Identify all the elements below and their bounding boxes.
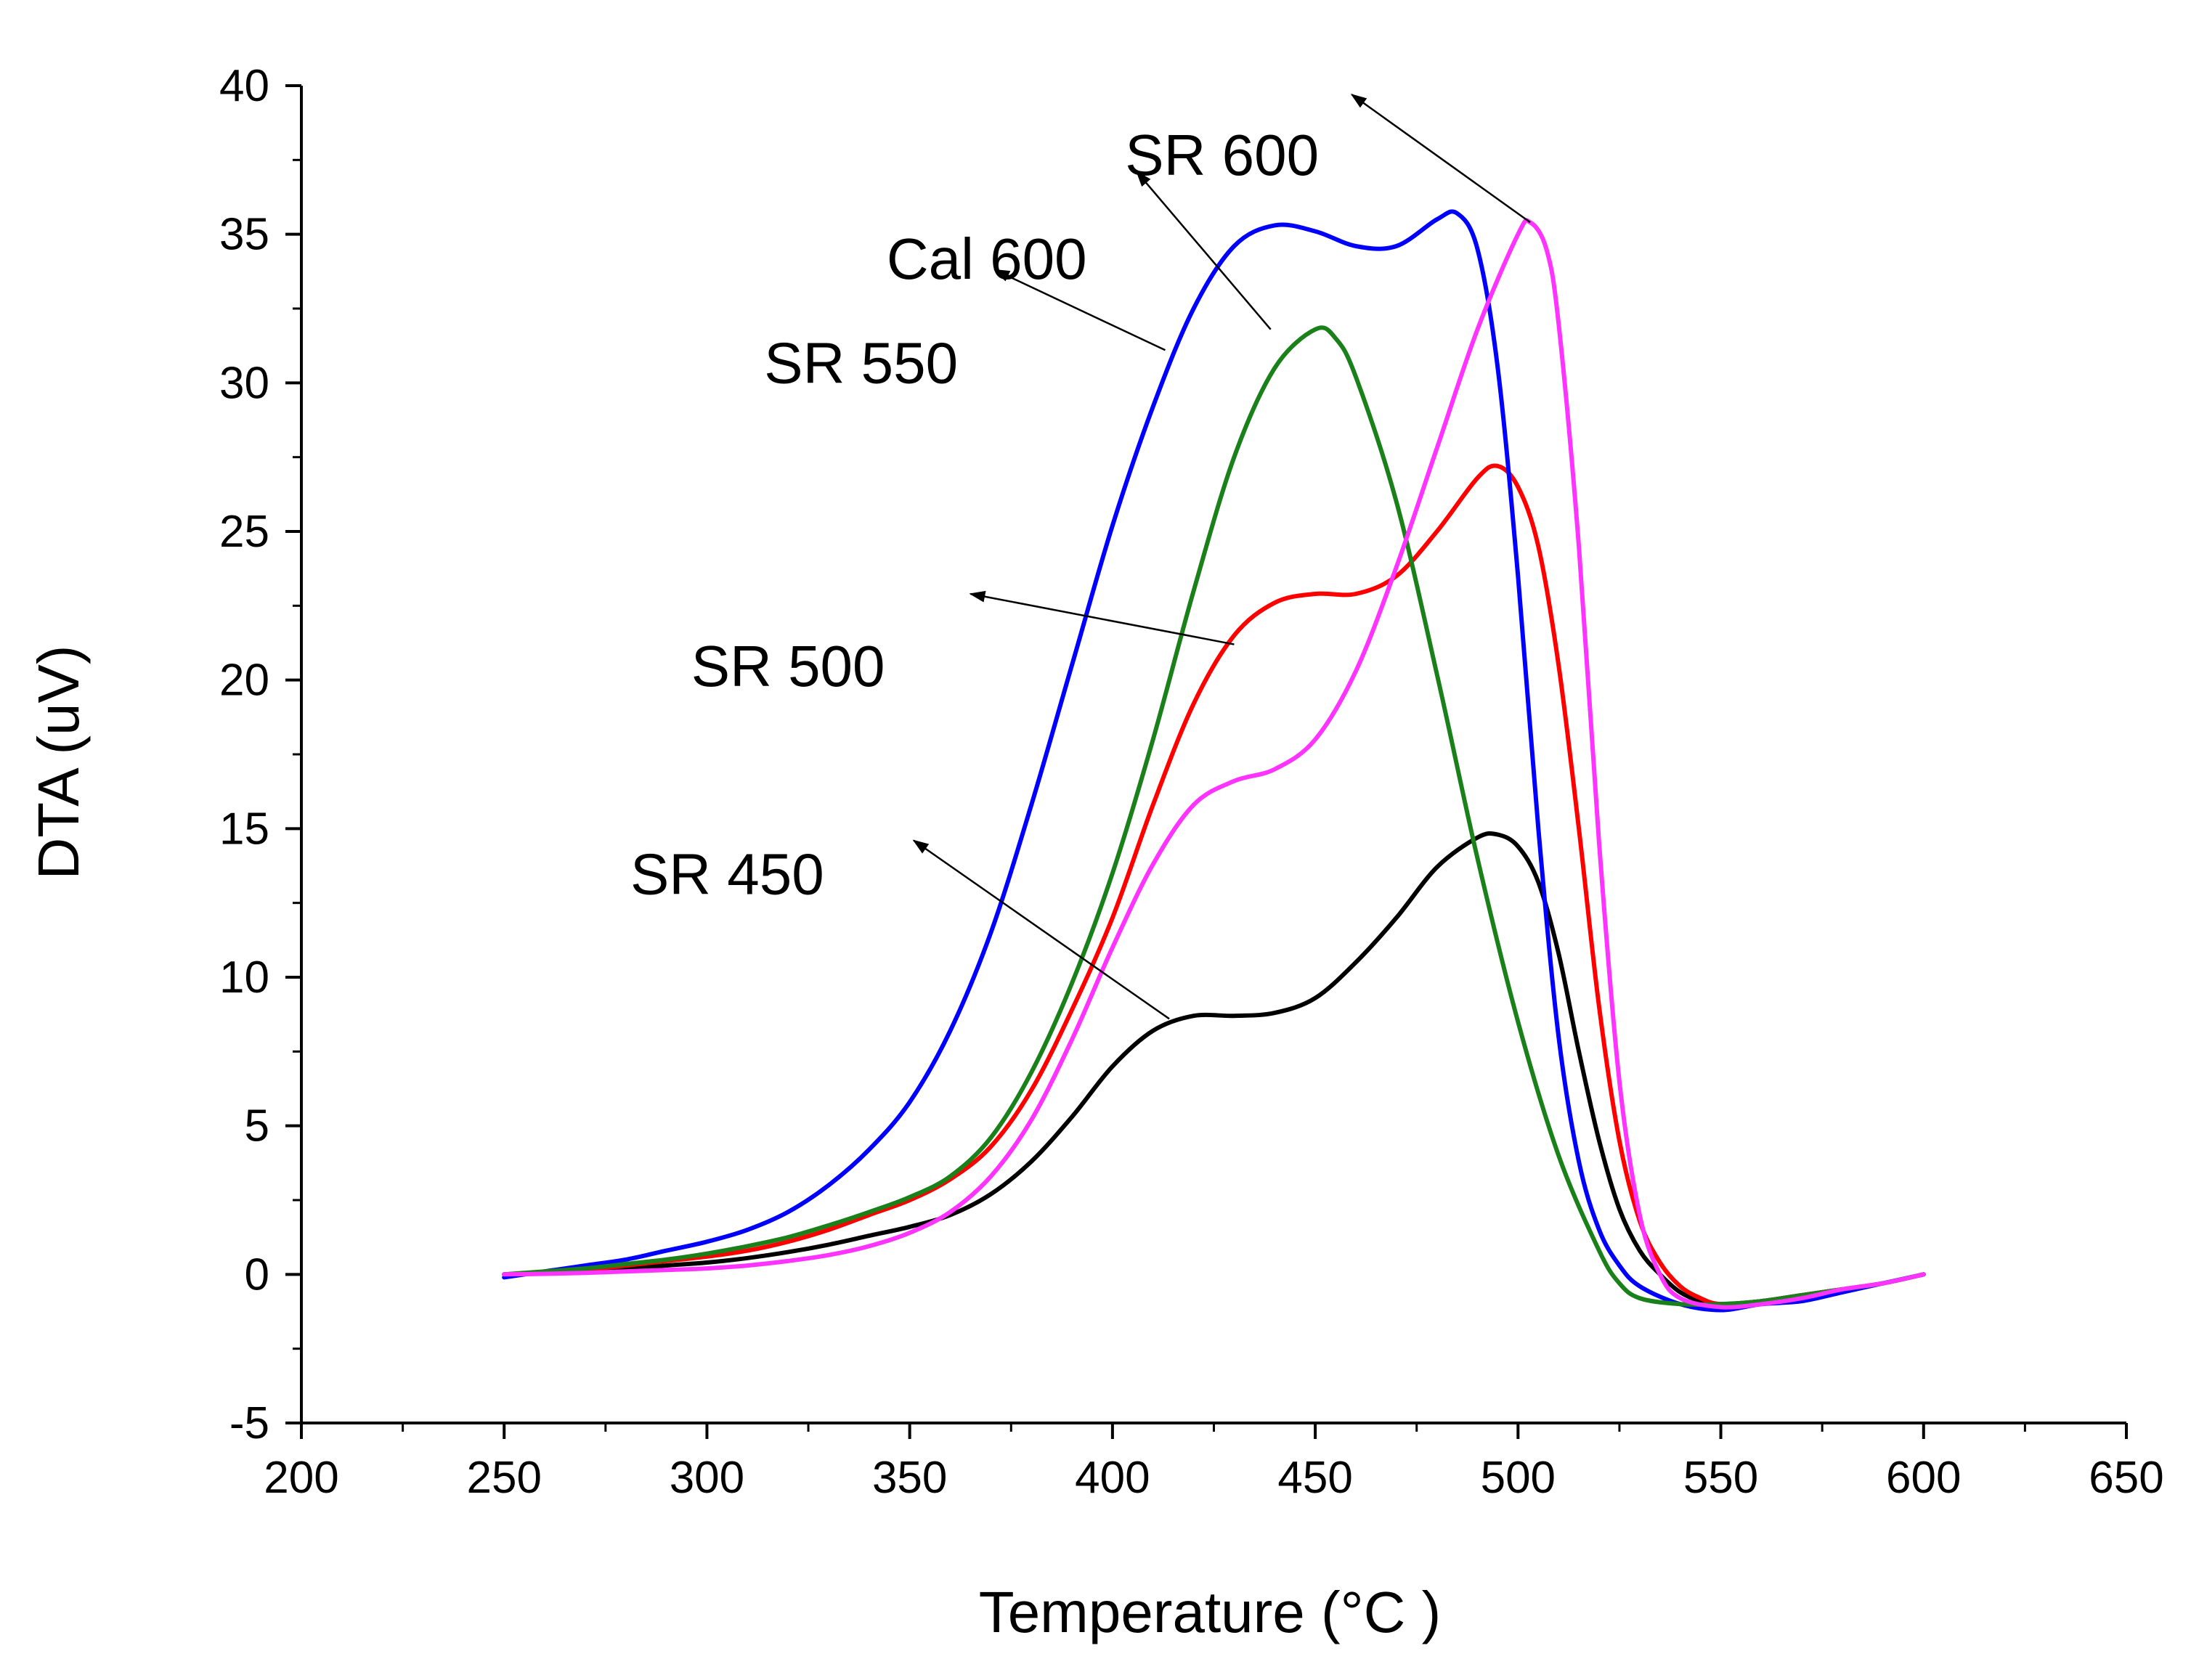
x-tick-label-200: 200 xyxy=(264,1453,338,1503)
series-layer xyxy=(502,209,1926,1313)
y-tick-label-35: 35 xyxy=(219,210,269,260)
x-tick-label-450: 450 xyxy=(1277,1453,1352,1503)
y-tick-label-25: 25 xyxy=(219,507,269,557)
axes-layer: 200 250 300 350 400 450 500 550 600 650 -5 0 5 10 15 20… xyxy=(219,61,2164,1503)
x-tick-label-250: 250 xyxy=(466,1453,541,1503)
annotation-arrow-sr-550 xyxy=(993,269,1166,351)
y-tick-label-0: 0 xyxy=(245,1249,269,1300)
x-tick-label-550: 550 xyxy=(1683,1453,1758,1503)
x-tick-label-600: 600 xyxy=(1886,1453,1961,1503)
annotation-arrow-cal-600 xyxy=(1136,171,1272,330)
y-tick-label-20: 20 xyxy=(219,656,269,706)
x-tick-label-500: 500 xyxy=(1481,1453,1556,1503)
annotation-label-cal-600: Cal 600 xyxy=(887,227,1087,291)
series-line-sr-450 xyxy=(502,831,1926,1307)
x-tick-label-400: 400 xyxy=(1075,1453,1150,1503)
x-tick-label-350: 350 xyxy=(872,1453,947,1503)
y-tick-label-10: 10 xyxy=(219,953,269,1003)
annotations-layer: SR 600 Cal 600 SR 550 SR 500 SR 450 xyxy=(630,94,1531,1020)
series-line-cal-600 xyxy=(502,325,1926,1308)
annotation-label-sr-450: SR 450 xyxy=(630,841,824,906)
annotation-label-sr-600: SR 600 xyxy=(1125,123,1319,187)
y-tick-label-15: 15 xyxy=(219,804,269,854)
annotation-arrow-sr-450 xyxy=(912,839,1170,1020)
x-tick-label-650: 650 xyxy=(2089,1453,2163,1503)
series-line-sr-550 xyxy=(502,209,1926,1313)
annotation-label-sr-550: SR 550 xyxy=(764,330,958,395)
annotation-arrow-sr-500 xyxy=(969,590,1235,645)
y-tick-label--5: -5 xyxy=(229,1398,269,1448)
annotation-label-sr-500: SR 500 xyxy=(691,634,885,698)
x-tick-label-300: 300 xyxy=(670,1453,744,1503)
y-tick-label-30: 30 xyxy=(219,358,269,408)
series-line-sr-600 xyxy=(502,218,1926,1310)
y-axis-title: DTA (uV) xyxy=(26,645,91,879)
x-axis-title: Temperature (°C ) xyxy=(979,1580,1442,1644)
annotation-arrow-sr-600 xyxy=(1350,94,1531,224)
y-tick-label-40: 40 xyxy=(219,61,269,111)
y-tick-label-5: 5 xyxy=(245,1101,269,1151)
series-line-sr-500 xyxy=(502,463,1926,1307)
